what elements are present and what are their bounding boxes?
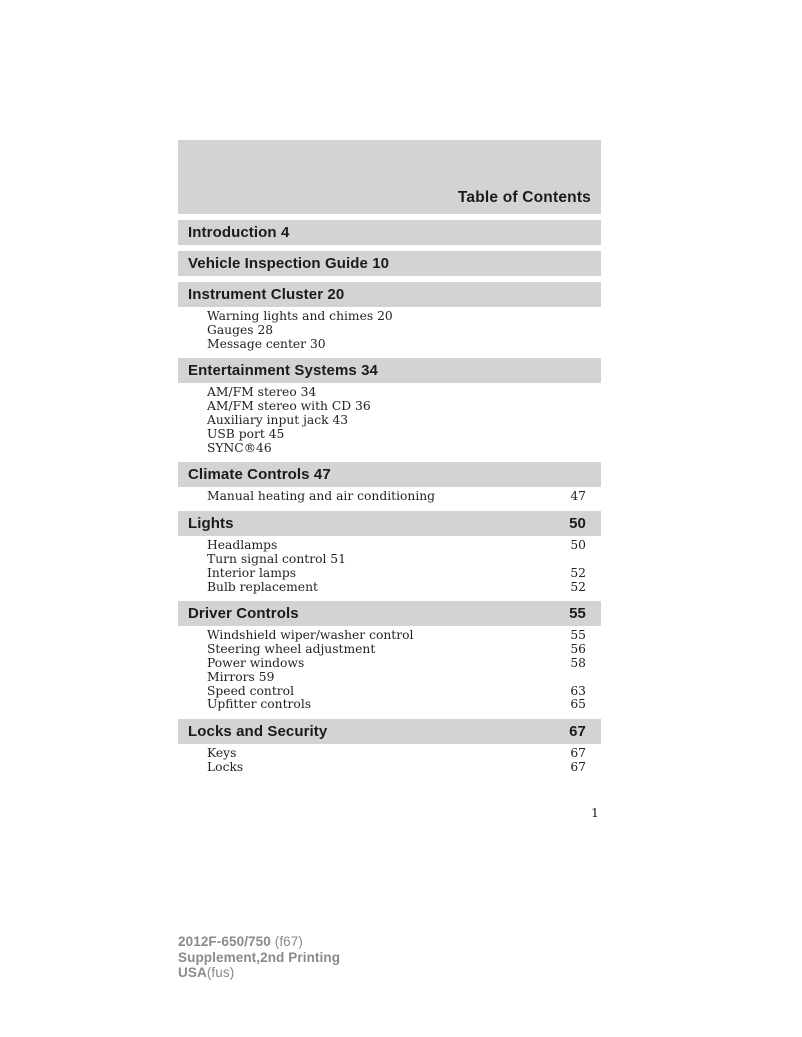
section-title: Lights xyxy=(188,515,234,533)
toc-entry-page-number: 55 xyxy=(570,628,586,643)
footer-line-market: USA(fus) xyxy=(178,965,235,980)
toc-entry: Steering wheel adjustment 56 xyxy=(207,642,586,657)
toc-section-introduction-4: Introduction 4 xyxy=(178,220,601,245)
toc-entry-label: Headlamps xyxy=(207,538,278,553)
section-title: Climate Controls 47 xyxy=(188,466,331,484)
toc-section-climate-controls-47: Climate Controls 47 Manual heating and ai… xyxy=(178,462,601,505)
folio-page-number: 1 xyxy=(591,805,599,820)
toc-section-driver-controls: Driver Controls 55 Windshield wiper/washer… xyxy=(178,601,601,713)
table-of-contents: Table of Contents Introduction 4 Vehicle … xyxy=(178,140,601,776)
section-title: Entertainment Systems 34 xyxy=(188,362,378,380)
publication-footer: 2012F-650/750 (f67) Supplement,2nd Print… xyxy=(178,934,340,981)
toc-entry-label: Warning lights and chimes 20 xyxy=(207,309,393,323)
section-header-bar: Driver Controls 55 xyxy=(178,601,601,627)
section-entry-list: Warning lights and chimes 20 Gauges 28 Mes… xyxy=(178,307,601,352)
toc-entry: Keys 67 xyxy=(207,746,586,761)
toc-entry-label: AM/FM stereo 34 xyxy=(207,385,317,400)
section-header-bar: Climate Controls 47 xyxy=(178,462,601,488)
toc-entry-label: Windshield wiper/washer control xyxy=(207,628,414,643)
toc-section-locks-and-security: Locks and Security 67 Keys 67 Locks 67 xyxy=(178,719,601,776)
page-title: Table of Contents xyxy=(457,189,591,206)
toc-entry: USB port 45 xyxy=(207,426,586,442)
toc-entry-page-number: 52 xyxy=(570,579,586,594)
toc-entry-page-number: 67 xyxy=(570,759,586,774)
toc-entry: Auxiliary input jack 43 xyxy=(207,412,586,428)
section-entry-list: Keys 67 Locks 67 xyxy=(178,744,601,776)
toc-section-entertainment-systems-34: Entertainment Systems 34 AM/FM stereo 34 A… xyxy=(178,358,601,456)
toc-entry-label: Interior lamps xyxy=(207,565,297,580)
section-title: Vehicle Inspection Guide 10 xyxy=(188,255,390,272)
section-header-bar: Vehicle Inspection Guide 10 xyxy=(178,251,601,276)
section-page-number: 50 xyxy=(569,515,586,533)
toc-entry: Interior lamps 52 xyxy=(207,565,586,581)
section-title: Driver Controls xyxy=(188,605,299,623)
toc-entry-page-number: 65 xyxy=(570,697,586,712)
toc-entry-label: Speed control xyxy=(207,683,294,698)
footer-line-model: 2012F-650/750 (f67) xyxy=(178,934,303,949)
toc-entry-label: Auxiliary input jack 43 xyxy=(207,412,349,427)
toc-entry: SYNC®46 xyxy=(207,440,586,456)
section-header-bar: Locks and Security 67 xyxy=(178,719,601,745)
toc-entry-page-number: 47 xyxy=(570,489,586,504)
toc-entry: Bulb replacement 52 xyxy=(207,579,586,595)
section-entry-list: Windshield wiper/washer control 55 Steerin… xyxy=(178,626,601,713)
toc-entry: Speed control 63 xyxy=(207,683,586,699)
toc-entry-label: Mirrors 59 xyxy=(207,669,275,684)
toc-entry: AM/FM stereo 34 xyxy=(207,386,586,400)
toc-entry: Locks 67 xyxy=(207,759,586,775)
toc-sections: Introduction 4 Vehicle Inspection Guide 1… xyxy=(178,220,601,776)
toc-entry-label: AM/FM stereo with CD 36 xyxy=(207,399,371,414)
section-entry-list: Headlamps 50 Turn signal control 51 Interio… xyxy=(178,536,601,595)
toc-entry: Mirrors 59 xyxy=(207,669,586,685)
toc-entry-label: USB port 45 xyxy=(207,426,285,441)
footer-line-printing: Supplement,2nd Printing xyxy=(178,949,341,965)
toc-entry-page-number: 58 xyxy=(570,655,586,670)
toc-entry-label: Upfitter controls xyxy=(207,697,312,712)
toc-entry: Manual heating and air conditioning 47 xyxy=(207,490,586,504)
toc-entry-label: Manual heating and air conditioning xyxy=(207,489,436,504)
section-header-bar: Instrument Cluster 20 xyxy=(178,282,601,307)
section-header-bar: Lights 50 xyxy=(178,511,601,537)
toc-entry: Headlamps 50 xyxy=(207,538,586,553)
section-title: Locks and Security xyxy=(188,723,328,741)
toc-entry-label: Steering wheel adjustment xyxy=(207,642,376,657)
toc-header-band: Table of Contents xyxy=(178,140,601,214)
toc-entry-page-number: 63 xyxy=(570,683,586,698)
toc-section-instrument-cluster-20: Instrument Cluster 20 Warning lights and … xyxy=(178,282,601,352)
toc-entry-label: Power windows xyxy=(207,655,305,670)
toc-entry-page-number: 56 xyxy=(570,642,586,657)
toc-entry: Gauges 28 xyxy=(207,322,586,338)
section-entry-list: AM/FM stereo 34 AM/FM stereo with CD 36 Au… xyxy=(178,383,601,456)
toc-entry-label: Gauges 28 xyxy=(207,322,274,337)
section-title: Instrument Cluster 20 xyxy=(188,286,345,303)
section-header-bar: Entertainment Systems 34 xyxy=(178,358,601,384)
section-page-number: 55 xyxy=(569,605,586,623)
toc-entry-page-number: 50 xyxy=(570,538,586,553)
section-header-bar: Introduction 4 xyxy=(178,220,601,245)
toc-entry: Windshield wiper/washer control 55 xyxy=(207,629,586,643)
section-entry-list: Manual heating and air conditioning 47 xyxy=(178,487,601,505)
toc-section-vehicle-inspection-guide-10: Vehicle Inspection Guide 10 xyxy=(178,251,601,276)
toc-entry-label: Locks xyxy=(207,759,244,774)
toc-entry-label: Message center 30 xyxy=(207,336,326,351)
toc-entry: AM/FM stereo with CD 36 xyxy=(207,399,586,414)
toc-entry-label: Turn signal control 51 xyxy=(207,551,346,566)
toc-entry-page-number: 67 xyxy=(570,746,586,761)
toc-entry-label: Bulb replacement xyxy=(207,579,318,594)
toc-entry-page-number: 52 xyxy=(570,565,586,580)
toc-entry-label: Keys xyxy=(207,746,237,761)
section-title: Introduction 4 xyxy=(188,224,290,241)
toc-entry: Turn signal control 51 xyxy=(207,551,586,567)
section-page-number: 67 xyxy=(569,723,586,741)
toc-entry: Message center 30 xyxy=(207,336,586,352)
toc-entry: Power windows 58 xyxy=(207,655,586,671)
toc-entry: Warning lights and chimes 20 xyxy=(207,309,586,324)
toc-entry: Upfitter controls 65 xyxy=(207,698,586,712)
toc-section-lights: Lights 50 Headlamps 50 Turn signal control 5… xyxy=(178,511,601,595)
toc-entry-label: SYNC®46 xyxy=(207,440,272,455)
